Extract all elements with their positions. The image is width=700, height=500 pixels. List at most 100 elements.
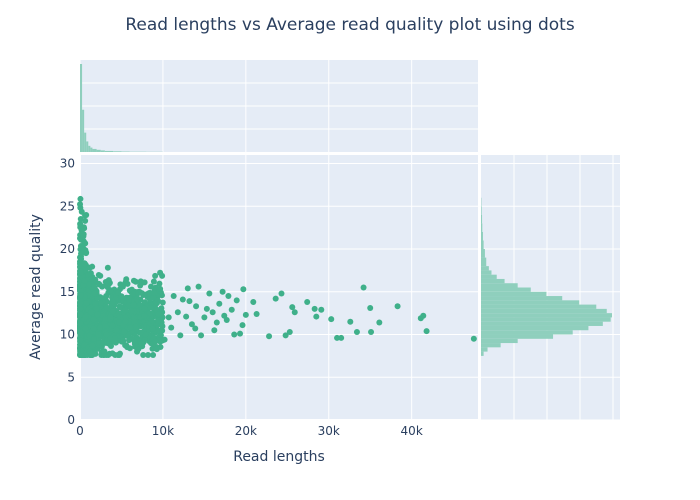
y-histogram-bar (481, 223, 483, 232)
data-point (157, 285, 164, 292)
data-point (82, 325, 89, 332)
x-tick-label: 40k (401, 424, 423, 438)
data-point (140, 291, 147, 298)
data-point (123, 276, 130, 283)
data-point (157, 269, 164, 276)
data-point (368, 328, 375, 335)
data-point (81, 260, 88, 267)
data-point (92, 350, 99, 357)
x-histogram-bar (104, 150, 114, 152)
y-axis-title: Average read quality (28, 214, 44, 360)
data-point (157, 344, 164, 351)
data-point (211, 327, 218, 334)
data-point (130, 302, 137, 309)
data-point (237, 330, 244, 337)
data-point (80, 233, 87, 240)
data-point (109, 322, 116, 329)
data-point (91, 290, 98, 297)
y-histogram-bar (481, 278, 505, 284)
data-point (225, 293, 232, 300)
y-histogram-bar (481, 214, 483, 224)
y-histogram-bar (481, 287, 531, 292)
data-point (103, 331, 110, 338)
data-point (103, 304, 110, 311)
data-point (150, 352, 157, 359)
data-point (159, 299, 166, 306)
data-point (115, 289, 122, 296)
x-histogram-bar (88, 145, 91, 152)
data-point (93, 305, 100, 312)
data-point (376, 319, 383, 326)
data-point (213, 319, 220, 326)
data-point (121, 328, 128, 335)
data-point (103, 293, 110, 300)
x-tick-labels: 0 10k 20k 30k 40k (76, 424, 423, 438)
y-histogram-bar (481, 313, 612, 318)
data-point (231, 331, 238, 338)
data-point (140, 352, 147, 359)
y-histogram-bar (481, 334, 554, 339)
data-point (250, 299, 257, 306)
data-point (129, 290, 136, 297)
data-point (233, 297, 240, 304)
data-point (159, 323, 166, 330)
chart-title: Read lengths vs Average read quality plo… (125, 15, 575, 35)
data-point (109, 299, 116, 306)
data-point (87, 309, 94, 316)
data-point (141, 313, 148, 320)
data-point (77, 201, 84, 208)
data-point (130, 277, 137, 284)
data-point (82, 217, 89, 224)
data-point (311, 305, 318, 312)
data-point (209, 309, 216, 316)
data-point (338, 334, 345, 341)
y-histogram-bar (481, 296, 563, 301)
y-histogram-bar (481, 274, 497, 279)
y-histogram-bar (481, 321, 603, 326)
data-point (77, 222, 84, 229)
data-point (304, 299, 311, 306)
data-point (92, 300, 99, 307)
y-tick-label: 20 (60, 242, 75, 256)
y-histogram-bar (481, 291, 547, 297)
data-point (152, 338, 159, 345)
data-point (107, 335, 114, 342)
data-point (278, 290, 285, 297)
data-point (147, 304, 154, 311)
x-tick-label: 30k (318, 424, 340, 438)
y-histogram-bar (481, 325, 589, 331)
data-point (347, 318, 354, 325)
data-point (198, 332, 205, 339)
data-point (201, 314, 208, 321)
y-tick-label: 0 (67, 413, 75, 427)
data-point (420, 312, 427, 319)
data-point (77, 195, 84, 202)
data-point (155, 311, 162, 318)
data-point (88, 275, 95, 282)
y-histogram-bar (481, 266, 489, 271)
data-point (133, 296, 140, 303)
y-histogram-bar (481, 330, 573, 335)
data-point (192, 325, 199, 332)
data-point (77, 292, 84, 299)
data-point (81, 277, 88, 284)
data-point (168, 324, 175, 331)
x-histogram-bar (80, 64, 83, 152)
data-point (228, 306, 235, 313)
data-point (184, 285, 191, 292)
data-point (91, 284, 98, 291)
y-histogram-bar (481, 317, 611, 322)
data-point (353, 328, 360, 335)
data-point (141, 305, 148, 312)
data-point (203, 305, 210, 312)
data-point (90, 325, 97, 332)
data-point (102, 316, 109, 323)
data-point (174, 309, 181, 316)
data-point (470, 335, 477, 342)
y-tick-labels: 0 5 10 15 20 25 30 (60, 157, 75, 427)
data-point (83, 300, 90, 307)
y-histogram-bar (481, 347, 488, 352)
data-point (132, 323, 139, 330)
data-point (266, 333, 273, 340)
data-point (151, 290, 158, 297)
